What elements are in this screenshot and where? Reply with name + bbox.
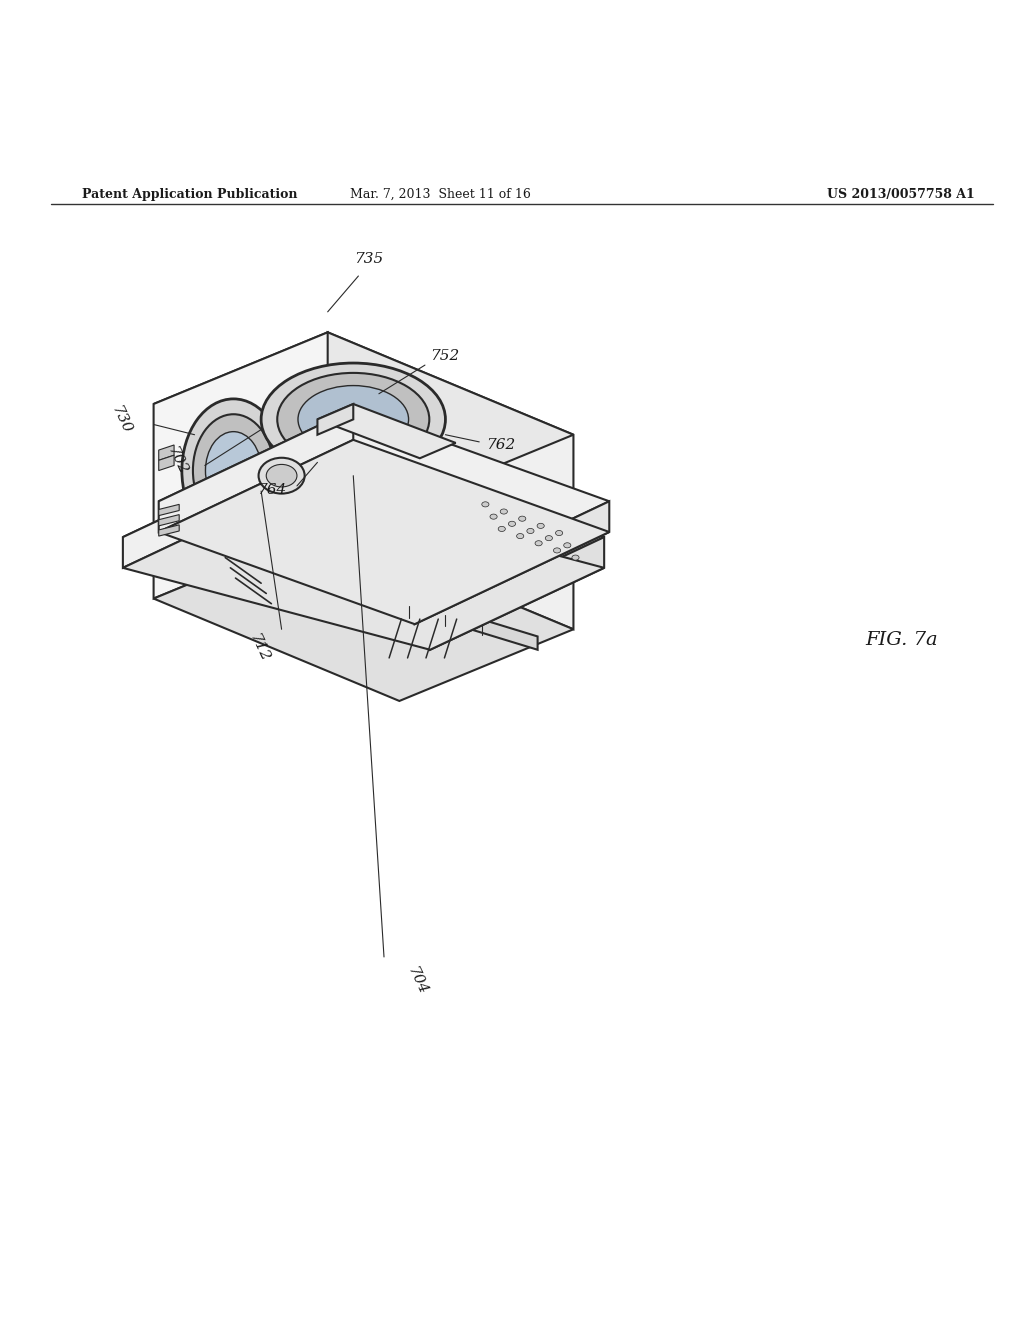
Ellipse shape	[481, 502, 489, 507]
Text: 752: 752	[430, 348, 460, 363]
Polygon shape	[374, 461, 507, 557]
Ellipse shape	[517, 507, 558, 536]
Text: 764: 764	[257, 483, 287, 498]
Polygon shape	[159, 409, 609, 594]
Polygon shape	[159, 525, 179, 536]
Polygon shape	[159, 409, 353, 532]
Polygon shape	[159, 445, 174, 461]
Ellipse shape	[266, 465, 297, 487]
Polygon shape	[430, 537, 604, 649]
Polygon shape	[154, 333, 573, 507]
Ellipse shape	[525, 549, 550, 566]
Polygon shape	[328, 333, 573, 630]
Ellipse shape	[563, 543, 570, 548]
Ellipse shape	[298, 385, 409, 453]
Ellipse shape	[538, 523, 545, 528]
Ellipse shape	[258, 458, 305, 494]
Ellipse shape	[182, 399, 285, 543]
Ellipse shape	[206, 432, 261, 510]
Ellipse shape	[571, 554, 579, 560]
Ellipse shape	[517, 533, 523, 539]
Text: Patent Application Publication: Patent Application Publication	[82, 187, 297, 201]
Polygon shape	[123, 486, 604, 649]
Polygon shape	[159, 455, 174, 470]
Polygon shape	[154, 333, 328, 598]
Text: 735: 735	[354, 252, 383, 265]
Ellipse shape	[519, 516, 526, 521]
Ellipse shape	[489, 513, 498, 519]
Polygon shape	[415, 502, 609, 624]
Text: 702: 702	[165, 444, 189, 477]
Ellipse shape	[500, 510, 508, 513]
Ellipse shape	[546, 536, 553, 541]
Ellipse shape	[193, 414, 274, 527]
Polygon shape	[159, 504, 179, 516]
Ellipse shape	[527, 528, 535, 533]
Polygon shape	[317, 404, 456, 458]
Text: 762: 762	[486, 438, 516, 451]
Ellipse shape	[523, 512, 552, 531]
Ellipse shape	[519, 545, 556, 570]
Polygon shape	[159, 515, 179, 525]
Polygon shape	[123, 455, 604, 619]
Polygon shape	[317, 404, 353, 434]
Polygon shape	[159, 440, 609, 624]
Text: FIG. 7a: FIG. 7a	[865, 631, 937, 648]
Text: 704: 704	[404, 965, 429, 997]
Polygon shape	[123, 455, 297, 568]
Ellipse shape	[554, 548, 561, 553]
Text: US 2013/0057758 A1: US 2013/0057758 A1	[827, 187, 975, 201]
Text: 712: 712	[247, 631, 271, 664]
Ellipse shape	[498, 527, 506, 532]
Polygon shape	[381, 470, 500, 560]
Ellipse shape	[535, 541, 543, 546]
Ellipse shape	[508, 521, 515, 527]
Ellipse shape	[555, 531, 562, 536]
Text: 730: 730	[109, 403, 133, 436]
Polygon shape	[353, 579, 538, 649]
Ellipse shape	[261, 363, 445, 475]
Text: Mar. 7, 2013  Sheet 11 of 16: Mar. 7, 2013 Sheet 11 of 16	[350, 187, 530, 201]
Polygon shape	[154, 527, 573, 701]
Ellipse shape	[278, 372, 429, 466]
